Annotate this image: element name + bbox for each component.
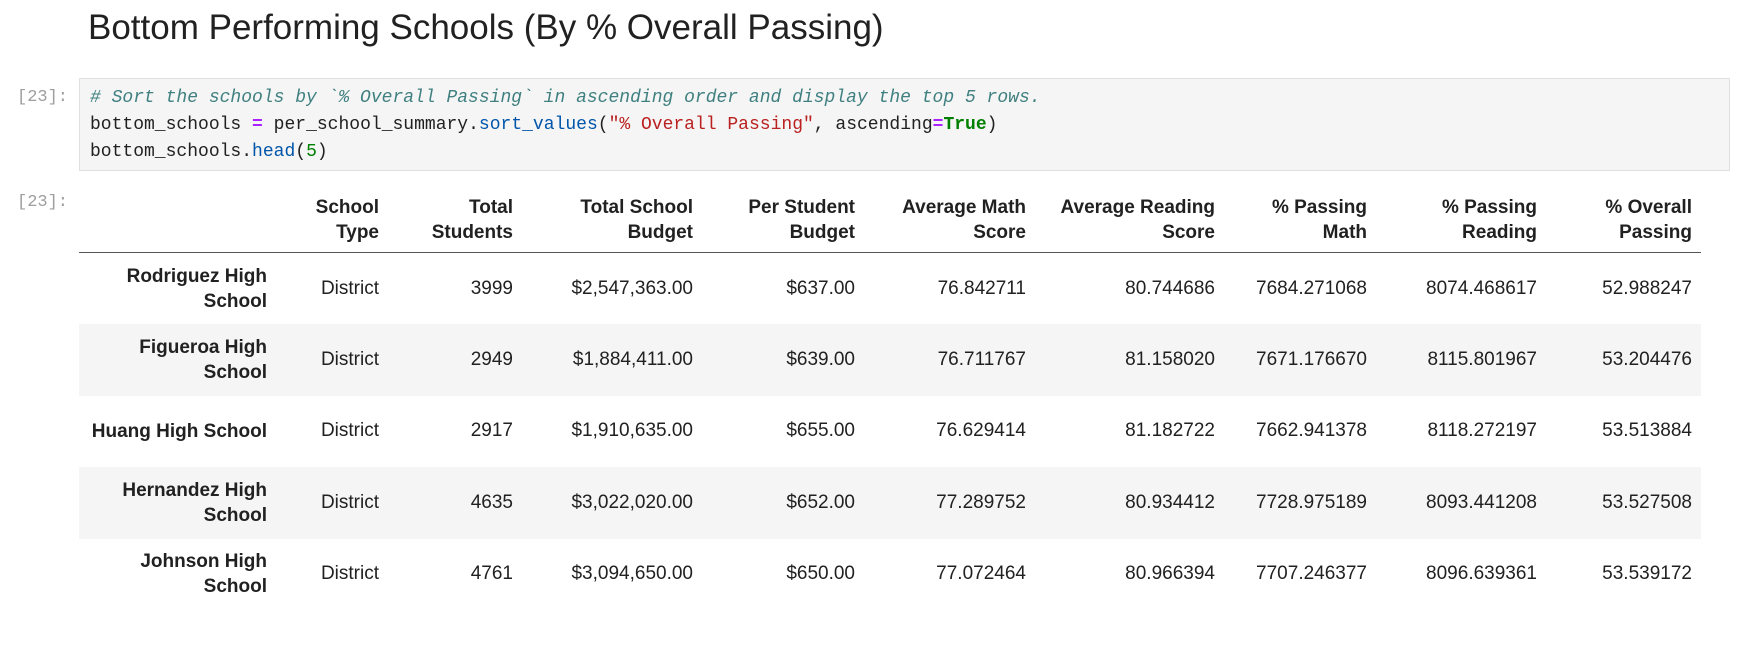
column-header: Average Reading Score	[1035, 188, 1224, 253]
code-token: =	[252, 115, 263, 135]
table-cell: 80.934412	[1125, 491, 1215, 513]
table-row: Hernandez High School District 4635 $3,022,…	[79, 467, 1701, 539]
code-token: .	[241, 142, 253, 162]
table-cell: District	[320, 563, 379, 585]
table-cell: 76.711767	[937, 348, 1026, 370]
code-token: bottom_schools	[90, 142, 242, 162]
index-header	[79, 188, 276, 253]
table-cell: 7662.941378	[1256, 420, 1367, 442]
table-cell: 81.182722	[1125, 420, 1215, 442]
code-comment: # Sort the schools by `% Overall Passing…	[90, 88, 1041, 108]
table-cell: 81.158020	[1125, 348, 1215, 370]
code-token: , ascending	[813, 115, 933, 135]
column-header: % Passing Reading	[1376, 188, 1546, 253]
table-cell: District	[320, 277, 379, 299]
code-token: (	[597, 115, 609, 135]
table-cell: 7728.975189	[1256, 491, 1367, 513]
code-token: .	[468, 115, 479, 135]
row-index: Johnson High School	[140, 551, 267, 598]
row-index: Rodriguez High School	[126, 265, 267, 312]
table-cell: 3999	[470, 277, 513, 299]
code-cell[interactable]: # Sort the schools by `% Overall Passing…	[79, 78, 1730, 171]
column-header: Total School Budget	[522, 188, 702, 253]
code-token: True	[943, 115, 987, 135]
table-cell: District	[320, 491, 379, 513]
table-row: Rodriguez High School District 3999 $2,547,…	[79, 253, 1701, 325]
table-cell: 8074.468617	[1426, 277, 1537, 299]
table-cell: 80.966394	[1125, 563, 1215, 585]
code-token: )	[986, 115, 998, 135]
table-cell: 7707.246377	[1256, 563, 1367, 585]
table-cell: 77.072464	[936, 563, 1026, 585]
table-cell: 8096.639361	[1426, 563, 1537, 585]
table-cell: 80.744686	[1125, 277, 1215, 299]
column-header: Per Student Budget	[702, 188, 864, 253]
input-prompt: [23]:	[17, 88, 69, 107]
column-header: % Passing Math	[1224, 188, 1376, 253]
code-token: =	[932, 115, 944, 135]
table-cell: 8118.272197	[1427, 420, 1537, 442]
column-header: Average Math Score	[864, 188, 1035, 253]
table-cell: 76.629414	[936, 420, 1026, 442]
code-token: 5	[306, 142, 317, 162]
code-token: per_school_summary	[273, 115, 469, 135]
table-row: Figueroa High School District 2949 $1,884,4…	[79, 324, 1701, 396]
table-cell: 7684.271068	[1256, 277, 1367, 299]
table-cell: $1,884,411.00	[572, 348, 693, 370]
code-token: (	[295, 142, 307, 162]
table-cell: $650.00	[786, 563, 855, 585]
dataframe: School Type Total Students Total School Bu…	[79, 188, 1701, 610]
table-cell: 4635	[470, 491, 513, 513]
code-token	[241, 115, 252, 135]
table-cell: $655.00	[786, 420, 855, 442]
code-token: "% Overall Passing"	[608, 115, 814, 135]
table-cell: $637.00	[786, 277, 855, 299]
table-cell: 77.289752	[936, 491, 1026, 513]
table-row: Johnson High School District 4761 $3,094,65…	[79, 539, 1701, 611]
table-cell: 52.988247	[1602, 277, 1692, 299]
table-cell: 53.513884	[1602, 420, 1692, 442]
header-row: School Type Total Students Total School Bu…	[79, 188, 1701, 253]
table-cell: $652.00	[786, 491, 855, 513]
row-index: Hernandez High School	[122, 479, 267, 526]
column-header: School Type	[276, 188, 388, 253]
table-row: Huang High School District 2917 $1,910,635.…	[79, 396, 1701, 468]
table-cell: 53.527508	[1602, 491, 1692, 513]
code-token: bottom_schools	[90, 115, 242, 135]
row-index: Huang High School	[91, 420, 267, 442]
table-cell: 53.539172	[1602, 563, 1692, 585]
table-cell: District	[320, 348, 379, 370]
column-header: Total Students	[388, 188, 522, 253]
table-cell: 7671.176670	[1256, 348, 1367, 370]
table-body: Rodriguez High School District 3999 $2,547,…	[79, 253, 1701, 611]
table-cell: $2,547,363.00	[571, 277, 693, 299]
table-cell: District	[320, 420, 379, 442]
code-token: )	[316, 142, 328, 162]
output-prompt: [23]:	[17, 193, 69, 212]
table-cell: $3,022,020.00	[571, 491, 693, 513]
table-cell: 8115.801967	[1427, 348, 1537, 370]
column-header: % Overall Passing	[1546, 188, 1701, 253]
row-index: Figueroa High School	[139, 336, 267, 383]
table-cell: $639.00	[786, 348, 855, 370]
code-token	[263, 115, 274, 135]
table-cell: 2917	[470, 420, 513, 442]
code-token: sort_values	[478, 115, 598, 135]
table-cell: 2949	[470, 348, 513, 370]
table-cell: $3,094,650.00	[571, 563, 693, 585]
table-cell: 53.204476	[1602, 348, 1692, 370]
table-cell: 76.842711	[937, 277, 1026, 299]
table-cell: 8093.441208	[1426, 491, 1537, 513]
code-token: head	[252, 142, 296, 162]
table-cell: $1,910,635.00	[571, 420, 693, 442]
heading: Bottom Performing Schools (By % Overall …	[88, 8, 884, 47]
table-cell: 4761	[470, 563, 513, 585]
